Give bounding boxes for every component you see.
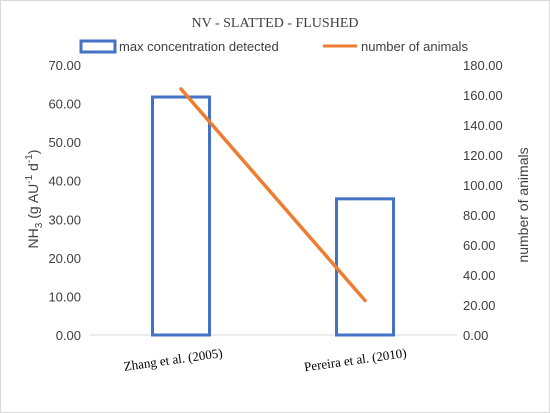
left-tick-label: 30.00 <box>48 212 81 227</box>
left-tick-label: 50.00 <box>48 135 81 150</box>
left-axis-ticks: 0.00 10.00 20.00 30.00 40.00 50.00 60.00 70.00 <box>48 58 81 343</box>
y-axis-right-title: number of animals <box>515 147 531 262</box>
category-label: Pereira et al. (2010) <box>303 345 407 374</box>
right-tick-label: 160.00 <box>463 88 503 103</box>
left-tick-label: 70.00 <box>48 58 81 73</box>
category-labels: Zhang et al. (2005) Pereira et al. (2010) <box>123 345 408 374</box>
right-tick-label: 120.00 <box>463 148 503 163</box>
animals-line <box>179 87 367 303</box>
left-tick-label: 40.00 <box>48 174 81 189</box>
category-label: Zhang et al. (2005) <box>123 345 224 374</box>
bar-1 <box>151 95 211 337</box>
bar-2 <box>335 197 395 337</box>
line-series <box>179 87 367 303</box>
right-tick-label: 80.00 <box>463 208 496 223</box>
right-tick-label: 0.00 <box>463 328 488 343</box>
legend: max concentration detected number of ani… <box>79 39 468 54</box>
left-tick-label: 10.00 <box>48 289 81 304</box>
right-tick-label: 100.00 <box>463 178 503 193</box>
right-axis-ticks: 0.00 20.00 40.00 60.00 80.00 100.00 120.00 140.… <box>463 58 503 343</box>
animals-point-2 <box>363 299 367 302</box>
right-tick-label: 20.00 <box>463 298 496 313</box>
right-tick-label: 60.00 <box>463 238 496 253</box>
left-tick-label: 60.00 <box>48 97 81 112</box>
legend-label-number-of-animals: number of animals <box>361 39 468 54</box>
y-axis-left-title: NH3 (g AU-1 d-1) <box>24 150 45 249</box>
animals-point-1 <box>179 87 183 91</box>
right-tick-label: 40.00 <box>463 268 496 283</box>
legend-swatch-max-concentration <box>79 39 117 54</box>
chart-title: NV - SLATTED - FLUSHED <box>192 16 359 31</box>
bar-series <box>151 95 395 337</box>
left-tick-label: 20.00 <box>48 251 81 266</box>
legend-label-max-concentration: max concentration detected <box>119 39 279 54</box>
right-tick-label: 140.00 <box>463 118 503 133</box>
right-tick-label: 180.00 <box>463 58 503 73</box>
left-tick-label: 0.00 <box>56 328 81 343</box>
